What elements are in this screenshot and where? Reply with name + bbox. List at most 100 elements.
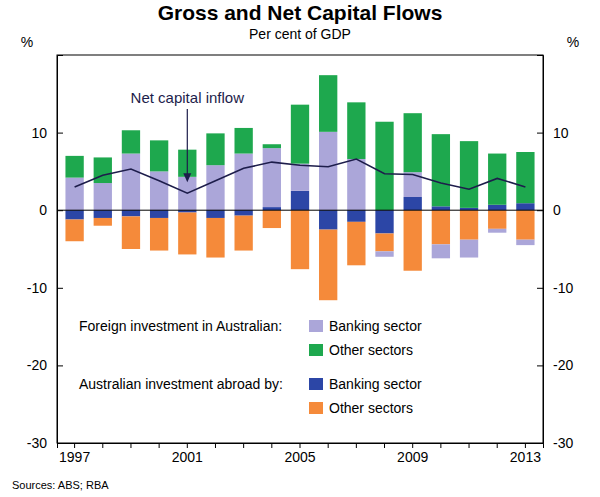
bar-segment: [291, 210, 309, 269]
axis-line: [537, 56, 544, 444]
tick: 2009: [397, 443, 428, 465]
bar-segment: [488, 210, 506, 229]
tick: -20: [27, 357, 63, 373]
tick-label: 1997: [59, 449, 90, 465]
tick-mark: [130, 443, 131, 448]
bar-segment: [94, 210, 112, 218]
bar-segment: [206, 165, 224, 210]
bar-segment: [94, 183, 112, 210]
bar-segment: [263, 148, 281, 207]
bar-segment: [263, 210, 281, 228]
tick-mark: [384, 443, 385, 448]
legend-swatch: [309, 344, 323, 356]
tick-label: -30: [27, 435, 47, 451]
annotation-arrowhead: [183, 173, 191, 182]
legend-group-title: Foreign investment in Australian:: [79, 318, 282, 334]
bar-segment: [319, 210, 337, 229]
bar-segment: [319, 75, 337, 132]
tick-mark: [300, 443, 301, 448]
bar-segment: [65, 220, 83, 242]
bar-segment: [291, 191, 309, 210]
legend-label: Other sectors: [329, 400, 413, 416]
tick: [497, 443, 498, 448]
tick-mark: [102, 443, 103, 448]
tick-mark: [469, 443, 470, 448]
bar-segment: [206, 133, 224, 165]
tick-mark: [57, 365, 63, 366]
subtitle: Per cent of GDP: [249, 26, 351, 42]
tick: [243, 443, 244, 448]
bar-segment: [488, 229, 506, 233]
tick-label: -10: [27, 280, 47, 296]
tick: -30: [537, 435, 573, 451]
tick: [271, 443, 272, 448]
tick-label: -20: [553, 357, 573, 373]
tick-label: -20: [27, 357, 47, 373]
tick-label: 0: [39, 202, 47, 218]
bar-segment: [94, 218, 112, 226]
line-annotation: Net capital inflow: [131, 89, 245, 106]
legend-label: Other sectors: [329, 342, 413, 358]
axis-line: [58, 444, 544, 449]
bar-segment: [234, 216, 252, 251]
bar-segment: [65, 210, 83, 219]
bar-segment: [516, 152, 534, 203]
tick-mark: [537, 133, 543, 134]
x-axis: 1997 2001 2005 2009 2013: [58, 443, 544, 465]
tick-label: 10: [31, 125, 47, 141]
tick-mark: [74, 443, 75, 448]
tick: 1997: [59, 443, 90, 465]
tick-mark: [215, 443, 216, 448]
bar-segment: [122, 216, 140, 249]
bar-segment: [234, 154, 252, 211]
tick: [384, 443, 385, 448]
tick: [102, 443, 103, 448]
legend: Foreign investment in Australian: Banking…: [79, 318, 422, 416]
y-unit-right: %: [567, 34, 579, 50]
bar-segment: [432, 134, 450, 206]
tick: -30: [27, 435, 63, 451]
plot-area: [57, 75, 543, 300]
legend-label: Banking sector: [329, 376, 422, 392]
tick: 2001: [172, 443, 203, 465]
bar-segment: [263, 144, 281, 148]
tick-mark: [57, 133, 63, 134]
title: Gross and Net Capital Flows: [158, 1, 443, 24]
bar-segment: [460, 240, 478, 258]
tick-mark: [57, 288, 63, 289]
bar-segment: [375, 233, 393, 251]
tick-mark: [537, 288, 543, 289]
bar-segment: [347, 210, 365, 222]
tick-label: 2013: [510, 449, 541, 465]
bar-segment: [94, 157, 112, 183]
annotation-arrow: [187, 109, 188, 179]
tick-label: 10: [553, 125, 569, 141]
net-line: [75, 159, 526, 193]
tick-mark: [356, 443, 357, 448]
bar-segment: [375, 251, 393, 256]
tick: 2005: [284, 443, 315, 465]
bar-segment: [488, 205, 506, 210]
bar-segment: [516, 240, 534, 245]
bar-segment: [122, 154, 140, 211]
legend-group-title: Australian investment abroad by:: [79, 376, 283, 392]
bar-segment: [206, 218, 224, 258]
bar-segment: [516, 210, 534, 239]
tick-mark: [525, 443, 526, 448]
tick-mark: [412, 443, 413, 448]
bar-segment: [404, 210, 422, 271]
bar-segment: [404, 113, 422, 172]
y-axis-left: -30 -20 -10 0 10: [27, 56, 63, 451]
bar-segment: [347, 159, 365, 210]
tick-mark: [243, 443, 244, 448]
tick-mark: [159, 443, 160, 448]
tick: -20: [537, 357, 573, 373]
bar-segment: [234, 210, 252, 215]
bar-segment: [178, 213, 196, 255]
tick: -10: [27, 280, 63, 296]
tick-label: 2005: [284, 449, 315, 465]
bar-segment: [460, 141, 478, 208]
tick-mark: [271, 443, 272, 448]
bar-segment: [206, 210, 224, 218]
tick: 10: [31, 125, 63, 141]
